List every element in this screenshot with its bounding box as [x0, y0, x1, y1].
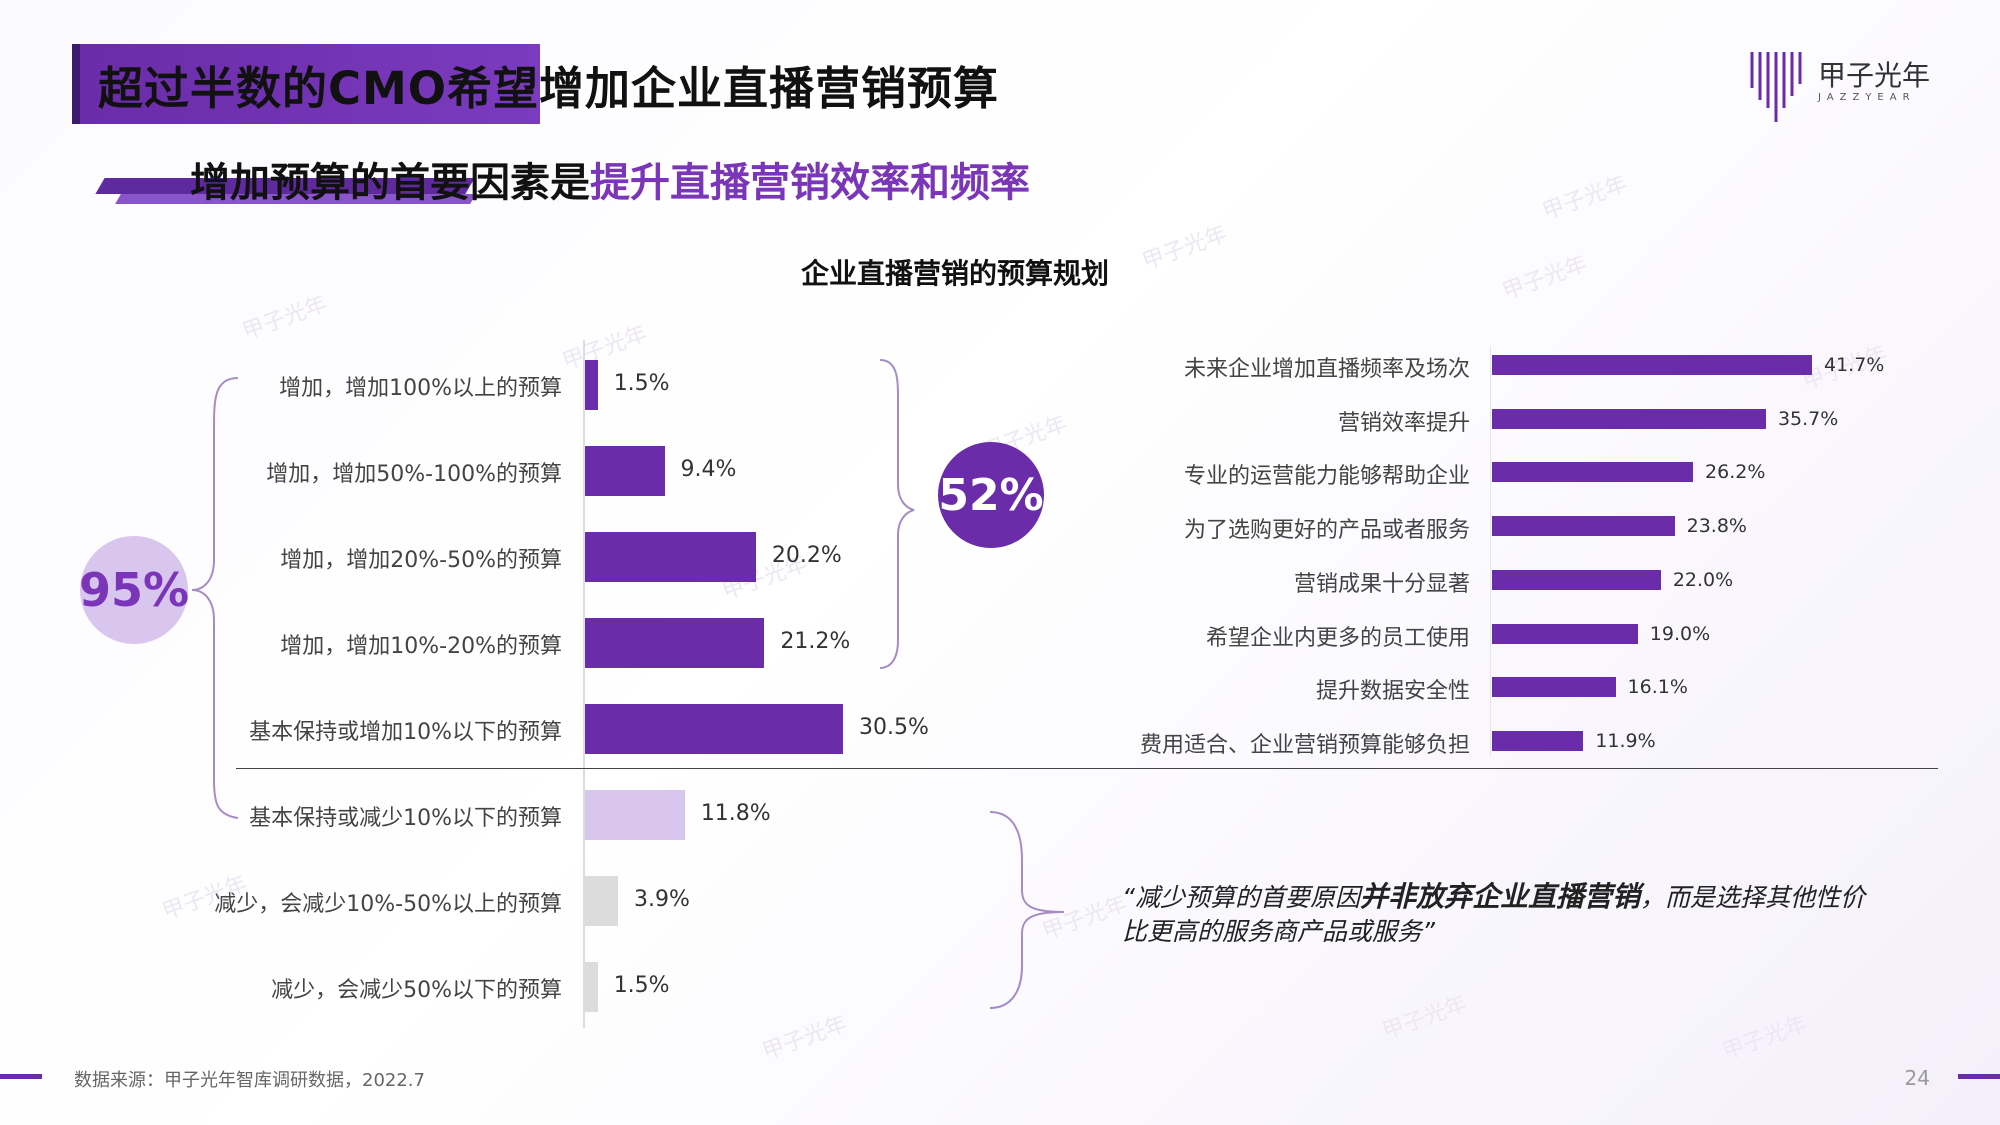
left-bar-value-label: 3.9%: [633, 887, 690, 912]
right-category-label: 未来企业增加直播频率及场次: [1183, 357, 1470, 382]
left-category-label: 增加，增加20%-50%的预算: [280, 548, 562, 573]
decrease-reason-quote: “减少预算的首要原因并非放弃企业直播营销，而是选择其他性价比更高的服务商产品或服…: [1122, 880, 1882, 949]
right-bar: [1492, 731, 1584, 751]
left-bar: [585, 618, 765, 668]
left-bar-value-label: 1.5%: [613, 371, 670, 396]
top4-total-callout: 52%: [938, 442, 1044, 548]
left-bar-value-label: 9.4%: [680, 457, 737, 482]
increase-total-callout: 95%: [79, 536, 189, 644]
left-bar-value-label: 11.8%: [700, 801, 771, 826]
right-category-label: 为了选购更好的产品或者服务: [1183, 518, 1470, 543]
right-bar-value-label: 11.9%: [1595, 730, 1656, 752]
left-bar: [585, 446, 665, 496]
watermark-text: 甲子光年: [1039, 891, 1131, 946]
left-bar: [585, 876, 618, 926]
right-bar-value-label: 41.7%: [1824, 354, 1885, 376]
left-bar-value-label: 30.5%: [859, 715, 929, 740]
jazzyear-logo-icon: [1750, 52, 1802, 122]
right-bar-value-label: 26.2%: [1705, 461, 1766, 483]
watermark-text: 甲子光年: [559, 321, 651, 376]
right-category-label: 费用适合、企业营销预算能够负担: [1139, 733, 1470, 758]
decrease-brace-icon: [989, 811, 1065, 1009]
right-bar-value-label: 22.0%: [1672, 569, 1734, 591]
quote-emphasis: 并非放弃企业直播营销: [1359, 880, 1640, 913]
left-bar: [585, 360, 598, 410]
left-chart-axis: [583, 340, 585, 1028]
right-bar-value-label: 19.0%: [1649, 623, 1711, 645]
right-bar: [1492, 355, 1812, 375]
watermark-text: 甲子光年: [1499, 251, 1591, 306]
left-bar-value-label: 1.5%: [613, 973, 670, 998]
right-category-label: 专业的运营能力能够帮助企业: [1183, 464, 1470, 489]
top4-brace-icon: [879, 359, 915, 669]
left-bar: [585, 704, 843, 754]
right-bar-value-label: 23.8%: [1686, 515, 1747, 537]
left-category-label: 基本保持或增加10%以下的预算: [249, 720, 562, 745]
footer-accent-right: [1958, 1074, 2000, 1079]
page-subtitle: 增加预算的首要因素是提升直播营销效率和频率: [190, 150, 1030, 208]
page-title: 超过半数的CMO希望增加企业直播营销预算: [98, 62, 1000, 115]
right-category-label: 提升数据安全性: [1315, 679, 1470, 704]
left-category-label: 增加，增加10%-20%的预算: [280, 634, 562, 659]
subtitle-highlight: 提升直播营销效率和频率: [590, 160, 1030, 206]
left-bar-value-label: 20.2%: [771, 543, 842, 568]
right-bar: [1492, 677, 1616, 697]
watermark-text: 甲子光年: [1139, 221, 1231, 276]
left-category-label: 减少，会减少10%-50%以上的预算: [214, 892, 562, 917]
left-category-label: 增加，增加50%-100%的预算: [266, 462, 562, 487]
logo-name: 甲子光年: [1818, 59, 1931, 92]
left-category-label: 基本保持或减少10%以下的预算: [249, 806, 562, 831]
watermark-text: 甲子光年: [759, 1011, 851, 1066]
chart-title: 企业直播营销的预算规划: [800, 257, 1109, 290]
watermark-text: 甲子光年: [1379, 991, 1471, 1046]
watermark-text: 甲子光年: [1539, 171, 1631, 226]
right-bar: [1492, 462, 1694, 482]
watermark-text: 甲子光年: [1719, 1011, 1811, 1066]
left-bar-value-label: 21.2%: [780, 629, 851, 654]
right-category-label: 营销成果十分显著: [1293, 572, 1470, 597]
right-chart-axis: [1490, 346, 1491, 756]
right-bar: [1492, 624, 1638, 644]
right-bar: [1492, 570, 1661, 590]
right-bar-value-label: 35.7%: [1777, 408, 1839, 430]
right-bar: [1492, 409, 1766, 429]
logo-subtext: JAZZYEAR: [1818, 92, 1916, 103]
subtitle-prefix: 增加预算的首要因素是: [190, 160, 590, 206]
left-category-label: 减少，会减少50%以下的预算: [271, 978, 562, 1003]
quote-prefix: “减少预算的首要原因: [1122, 883, 1360, 912]
right-category-label: 希望企业内更多的员工使用: [1205, 626, 1470, 651]
left-bar: [585, 532, 756, 582]
right-bar: [1492, 516, 1675, 536]
right-bar-value-label: 16.1%: [1627, 676, 1688, 698]
left-bar: [585, 962, 598, 1012]
left-brace-icon: [191, 377, 239, 819]
watermark-text: 甲子光年: [239, 291, 331, 346]
data-source: 数据来源：甲子光年智库调研数据，2022.7: [74, 1070, 425, 1091]
footer-accent-left: [0, 1074, 42, 1079]
left-category-label: 增加，增加100%以上的预算: [279, 376, 562, 401]
quote-suffix: ，而是选择其他性价比更高的服务商产品或服务”: [1122, 883, 1865, 946]
increase-decrease-divider: [236, 768, 1938, 769]
title-accent-bar: [72, 44, 540, 124]
left-bar: [585, 790, 685, 840]
right-category-label: 营销效率提升: [1337, 411, 1470, 436]
page-number: 24: [1904, 1066, 1930, 1090]
